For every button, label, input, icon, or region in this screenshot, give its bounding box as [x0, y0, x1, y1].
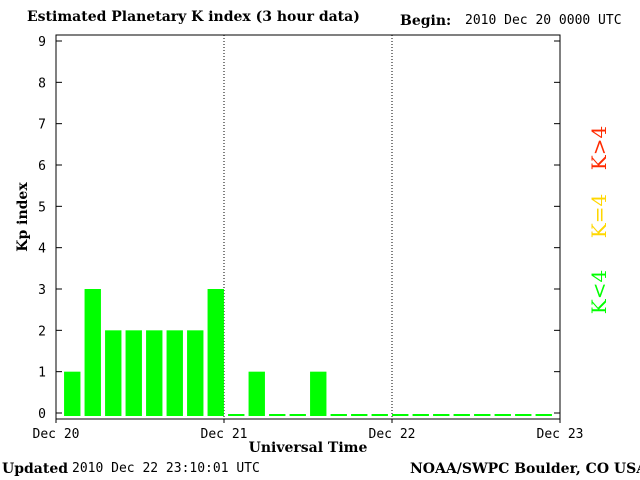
y-tick-label: 6	[38, 159, 46, 174]
y-tick-label: 4	[38, 242, 46, 257]
kp-bar	[412, 414, 429, 416]
kp-bar	[330, 414, 347, 416]
source-credit: NOAA/SWPC Boulder, CO USA	[410, 461, 640, 477]
kp-bar	[84, 289, 101, 416]
kp-bar	[125, 330, 142, 416]
kp-bar	[474, 414, 491, 416]
y-tick-label: 3	[38, 283, 46, 298]
y-tick-label: 8	[38, 76, 46, 91]
kp-bar	[310, 371, 327, 416]
kp-bar	[494, 414, 511, 416]
y-tick-label: 1	[38, 366, 46, 381]
kp-bar	[64, 371, 81, 416]
plot-frame	[55, 34, 561, 420]
y-tick-label: 5	[38, 200, 46, 215]
y-axis-label: Kp index	[15, 182, 31, 252]
legend-k-equal-4: K=4	[587, 194, 611, 238]
kp-bar	[105, 330, 122, 416]
kp-bar	[515, 414, 532, 416]
y-tick-label: 0	[38, 407, 46, 422]
x-tick-label: Dec 20	[33, 427, 80, 442]
kp-bar	[433, 414, 450, 416]
legend-k-less-4: K<4	[587, 270, 611, 314]
kp-bar	[351, 414, 368, 416]
y-tick-label: 2	[38, 324, 46, 339]
kp-bar	[187, 330, 204, 416]
kp-bar	[269, 414, 286, 416]
y-tick-label: 9	[38, 35, 46, 50]
kp-bar	[248, 371, 265, 416]
updated-value: 2010 Dec 22 23:10:01 UTC	[72, 461, 260, 476]
kp-bar	[453, 414, 470, 416]
kp-bar	[289, 414, 306, 416]
begin-value: 2010 Dec 20 0000 UTC	[465, 13, 622, 28]
y-tick-label: 7	[38, 118, 46, 133]
x-axis-label: Universal Time	[249, 440, 368, 456]
kp-bar	[392, 414, 409, 416]
x-tick-label: Dec 23	[537, 427, 584, 442]
x-tick-label: Dec 22	[369, 427, 416, 442]
legend-k-greater-4: K>4	[587, 126, 611, 170]
updated-label: Updated	[2, 461, 69, 477]
begin-label: Begin:	[400, 13, 452, 29]
chart-title: Estimated Planetary K index (3 hour data…	[27, 9, 360, 25]
kp-bar	[371, 414, 388, 416]
kp-bar	[146, 330, 163, 416]
kp-bar	[228, 414, 245, 416]
kp-bar	[535, 414, 552, 416]
kp-bar	[207, 289, 224, 416]
x-tick-label: Dec 21	[201, 427, 248, 442]
kp-bar	[166, 330, 183, 416]
